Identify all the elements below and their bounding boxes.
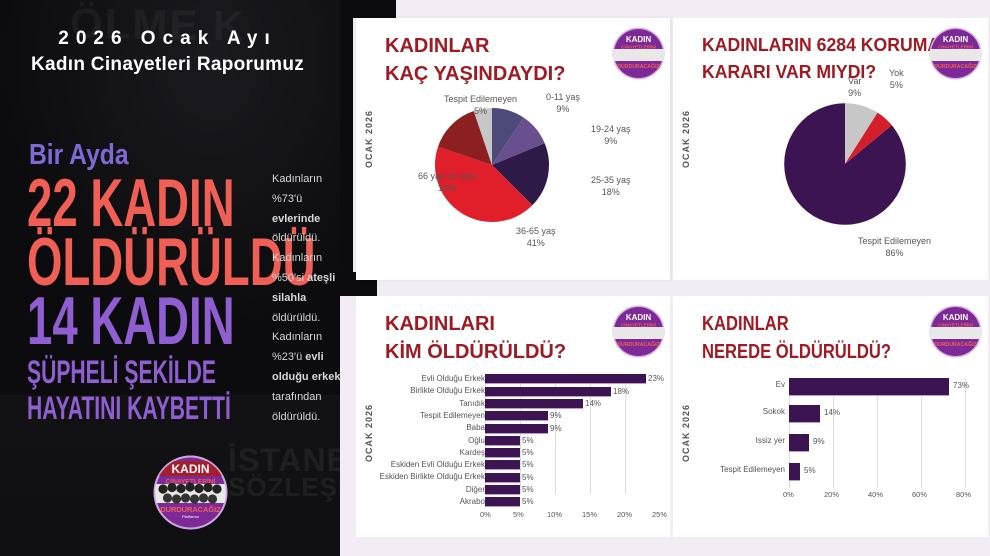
svg-text:CİNAYETLERİNİ: CİNAYETLERİNİ [938,44,973,50]
svg-text:DURDURACAĞIZ: DURDURACAĞIZ [934,62,977,70]
svg-text:CİNAYETLERİNİ: CİNAYETLERİNİ [621,44,656,50]
svg-text:CİNAYETLERİNİ: CİNAYETLERİNİ [938,322,973,328]
svg-text:DURDURACAĞIZ: DURDURACAĞIZ [617,62,660,70]
svg-text:KADIN: KADIN [626,313,652,322]
svg-text:DURDURACAĞIZ: DURDURACAĞIZ [934,340,977,348]
svg-text:Platformu: Platformu [182,514,199,519]
svg-text:DURDURACAĞIZ: DURDURACAĞIZ [617,340,660,348]
svg-text:KADIN: KADIN [943,35,969,44]
svg-text:KADIN: KADIN [172,462,210,476]
svg-text:DURDURACAĞIZ: DURDURACAĞIZ [160,505,221,514]
svg-text:CİNAYETLERİNİ: CİNAYETLERİNİ [621,322,656,328]
svg-text:KADIN: KADIN [943,313,969,322]
svg-text:KADIN: KADIN [626,35,652,44]
